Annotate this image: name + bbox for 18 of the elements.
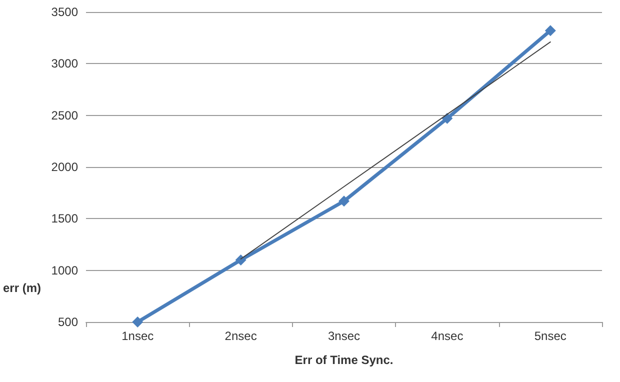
y-tick-label: 2500 (51, 108, 78, 122)
x-axis-title: Err of Time Sync. (294, 353, 394, 367)
point (544, 25, 556, 36)
y-tick-label: 3000 (51, 56, 78, 71)
y-axis-title: err (m) (2, 281, 42, 295)
x-tick-label: 1nsec (122, 329, 154, 343)
y-tick-label: 2000 (51, 160, 78, 174)
point (338, 196, 350, 207)
y-tick-label: 1000 (51, 263, 78, 278)
x-tick-label: 4nsec (431, 329, 464, 343)
y-tick-label: 1500 (51, 212, 78, 226)
x-tick-label: 3nsec (328, 329, 360, 343)
point (235, 254, 246, 266)
y-tick-label: 500 (58, 315, 78, 329)
x-tick-label: 2nsec (224, 329, 257, 343)
x-tick-label: 5nsec (534, 329, 566, 343)
point (132, 316, 144, 328)
y-tick-label: 3500 (51, 5, 78, 19)
